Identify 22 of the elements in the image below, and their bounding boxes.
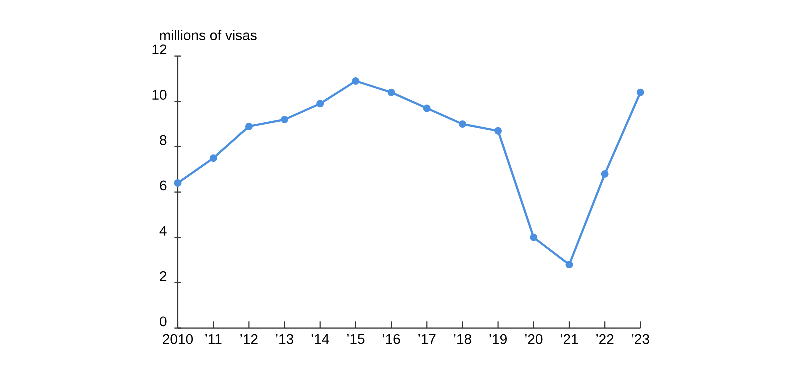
x-tick-label: ’20: [525, 334, 543, 344]
x-tick-label: ’18: [454, 334, 472, 344]
y-tick-label: 4: [160, 226, 167, 236]
x-tick-label: ’22: [596, 334, 614, 344]
y-tick-label: 0: [160, 316, 167, 327]
y-tick-label: 2: [160, 271, 167, 282]
y-axis-title: millions of visas: [160, 30, 257, 40]
y-tick-label: 10: [152, 90, 167, 100]
x-tick-label: ’13: [276, 334, 294, 344]
x-tick-label: ’17: [418, 334, 436, 344]
x-tick-label: ’16: [383, 334, 400, 344]
x-tick-label: ’11: [206, 334, 222, 344]
y-tick-label: 12: [152, 44, 167, 55]
x-tick-label: ’12: [240, 334, 258, 344]
y-tick-label: 8: [160, 135, 167, 146]
x-tick-label: ’23: [632, 334, 650, 344]
x-tick-label: ’21: [561, 334, 578, 344]
x-tick-label: ’19: [490, 334, 507, 344]
y-tick-label: 6: [160, 180, 167, 191]
x-tick-label: 2010: [163, 334, 194, 344]
x-tick-label: ’14: [312, 334, 330, 344]
x-tick-label: ’15: [347, 334, 365, 344]
